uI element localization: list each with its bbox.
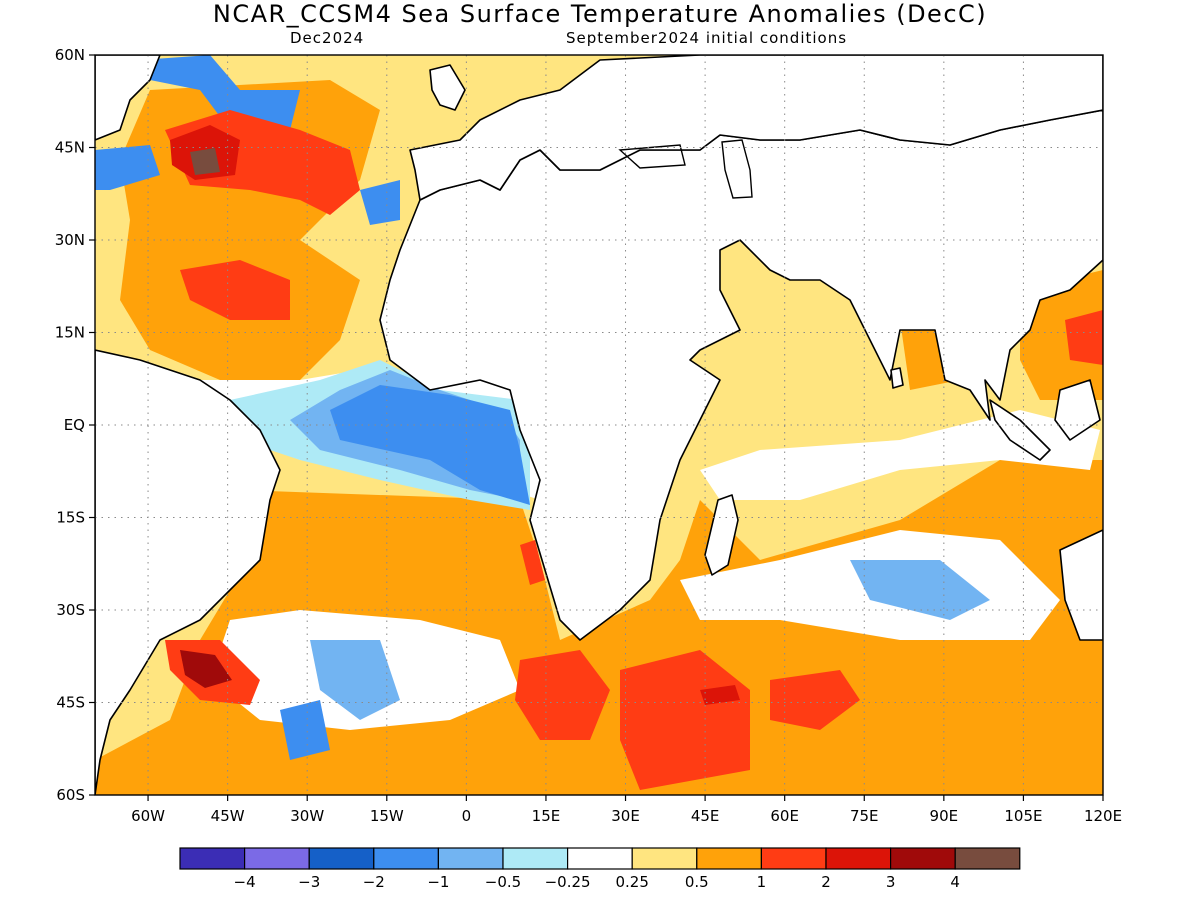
axis-ticks — [89, 54, 1104, 801]
lon-tick-label: 0 — [462, 807, 472, 825]
legend-label: −0.5 — [485, 873, 521, 891]
lat-tick-label: 45S — [56, 694, 85, 712]
lon-tick-label: 15W — [370, 807, 404, 825]
legend-swatch — [631, 847, 698, 870]
legend-label: 2 — [821, 873, 831, 891]
iberia-europe — [409, 55, 1103, 201]
black-sea-outline — [618, 144, 686, 169]
latitude-labels: 60N 45N 30N 15N EQ 15S 30S 45S 60S — [55, 46, 85, 804]
south-indian-red-1 — [620, 650, 750, 790]
legend-swatch — [502, 847, 569, 870]
western-pacific-warm — [1020, 270, 1103, 400]
north-atlantic-cool-3 — [360, 180, 400, 225]
lon-tick-label: 15E — [532, 807, 561, 825]
legend-swatch — [244, 847, 310, 870]
initial-conditions: September2024 initial conditions — [566, 29, 848, 47]
south-indian-red-2 — [770, 670, 860, 730]
australia — [1059, 529, 1103, 641]
cool-anomaly-regions — [95, 55, 990, 760]
legend-swatch — [437, 847, 504, 870]
legend-swatch — [373, 847, 439, 870]
benguela-red — [520, 540, 545, 585]
gulf-of-guinea-cool-center — [330, 385, 530, 505]
legend-label: 3 — [886, 873, 896, 891]
longitude-labels: 60W 45W 30W 15W 0 15E 30E 45E 60E 75E 90E 105E 120E — [131, 807, 1122, 825]
lon-tick-label: 45W — [211, 807, 245, 825]
nw-atlantic-cool — [95, 145, 160, 190]
indonesia-east — [1054, 379, 1101, 441]
lat-tick-label: 60S — [56, 786, 85, 804]
madagascar — [704, 494, 739, 576]
north-america — [95, 55, 161, 141]
legend-swatch — [760, 847, 827, 870]
lon-tick-label: 75E — [850, 807, 879, 825]
anomaly-field — [95, 55, 1103, 795]
north-atlantic-brown — [190, 148, 220, 175]
lon-tick-label: 60E — [770, 807, 799, 825]
caspian-sea-outline — [721, 139, 753, 199]
legend-swatch — [696, 847, 762, 870]
legend-label: 0.25 — [615, 873, 648, 891]
inland-seas — [618, 139, 753, 199]
lat-tick-label: 30N — [55, 231, 85, 249]
legend-label: −4 — [234, 873, 256, 891]
legend-swatch — [308, 847, 375, 870]
lat-tick-label: EQ — [64, 416, 85, 434]
legend-swatch — [889, 847, 956, 870]
brazil-malvinas-darkred — [180, 650, 232, 688]
western-pacific-red — [1065, 310, 1103, 365]
lat-tick-label: 30S — [56, 601, 85, 619]
lon-tick-label: 90E — [930, 807, 959, 825]
lat-tick-label: 15S — [56, 509, 85, 527]
lon-tick-label: 30E — [611, 807, 640, 825]
land — [95, 55, 1103, 795]
chart-title: NCAR_CCSM4 Sea Surface Temperature Anoma… — [212, 0, 988, 28]
subtropical-atlantic-red — [180, 260, 290, 320]
color-legend: −4 −3 −2 −1 −0.5 −0.25 0.25 0.5 1 2 3 4 — [179, 847, 1021, 891]
south-indian-darkred — [700, 685, 740, 705]
british-isles — [429, 64, 466, 111]
south-america-landmass — [95, 349, 281, 795]
south-atlantic-cool-2 — [280, 700, 330, 760]
lon-tick-label: 60W — [131, 807, 165, 825]
lon-tick-label: 105E — [1004, 807, 1042, 825]
legend-label: 4 — [950, 873, 960, 891]
legend-label: −2 — [363, 873, 385, 891]
legend-swatch — [954, 847, 1021, 870]
lat-tick-label: 15N — [55, 324, 85, 342]
forecast-month: Dec2024 — [290, 29, 365, 47]
indian-ocean-neutral-1 — [700, 410, 1100, 500]
sri-lanka — [890, 367, 904, 389]
legend-swatch — [566, 847, 633, 870]
south-atlantic-red-1 — [515, 650, 610, 740]
legend-label: 0.5 — [685, 873, 709, 891]
south-indian-cool — [850, 560, 990, 620]
legend-label: −1 — [427, 873, 449, 891]
lat-tick-label: 60N — [55, 46, 85, 64]
borneo-sumatra — [989, 399, 1051, 461]
legend-label: −3 — [298, 873, 320, 891]
lat-tick-label: 45N — [55, 139, 85, 157]
lon-tick-label: 30W — [290, 807, 324, 825]
legend-swatch — [179, 847, 246, 870]
legend-label: −0.25 — [545, 873, 591, 891]
south-atlantic-cool — [310, 640, 400, 720]
legend-swatch — [825, 847, 892, 870]
strong-warm-cores — [165, 110, 1103, 790]
lon-tick-label: 45E — [691, 807, 720, 825]
north-atlantic-cool — [140, 55, 300, 130]
legend-label: 1 — [757, 873, 767, 891]
lon-tick-label: 120E — [1084, 807, 1122, 825]
